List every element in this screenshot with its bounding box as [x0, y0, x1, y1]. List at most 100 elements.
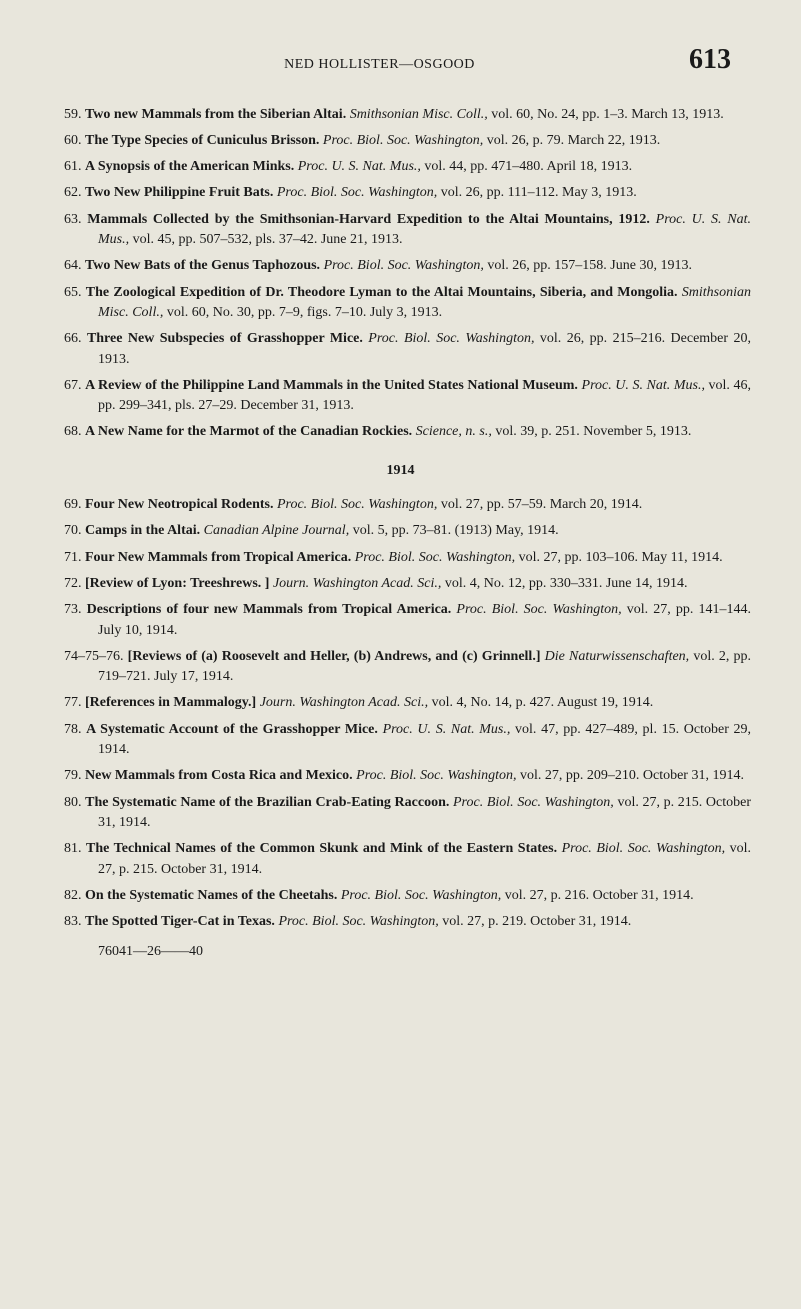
bibliography-entry: 71. Four New Mammals from Tropical Ameri…: [50, 548, 751, 568]
bibliography-entry: 77. [References in Mammalogy.] Journ. Wa…: [50, 693, 751, 713]
entry-title: [Review of Lyon: Treeshrews. ]: [85, 576, 269, 591]
entry-number: 70.: [64, 523, 85, 538]
entry-title: On the Systematic Names of the Cheetahs.: [85, 888, 337, 903]
bibliography-entry: 68. A New Name for the Marmot of the Can…: [50, 422, 751, 442]
entry-number: 68.: [64, 424, 85, 439]
bibliography-entry: 64. Two New Bats of the Genus Taphozous.…: [50, 256, 751, 276]
bibliography-entry: 73. Descriptions of four new Mammals fro…: [50, 600, 751, 641]
bibliography-entry: 66. Three New Subspecies of Grasshopper …: [50, 329, 751, 370]
bibliography-entries-after: 69. Four New Neotropical Rodents. Proc. …: [50, 495, 751, 932]
entry-publication: Proc. Biol. Soc. Washington,: [449, 795, 613, 810]
entry-details: vol. 5, pp. 73–81. (1913) May, 1914.: [349, 523, 558, 538]
entry-title: A Synopsis of the American Minks.: [85, 159, 294, 174]
entry-title: Three New Subspecies of Grasshopper Mice…: [87, 331, 363, 346]
bibliography-entry: 63. Mammals Collected by the Smithsonian…: [50, 210, 751, 251]
entry-number: 74–75–76.: [64, 649, 128, 664]
entry-number: 82.: [64, 888, 85, 903]
entry-number: 67.: [64, 378, 85, 393]
entry-publication: Proc. Biol. Soc. Washington,: [273, 185, 437, 200]
bibliography-entry: 60. The Type Species of Cuniculus Brisso…: [50, 131, 751, 151]
page-header: NED HOLLISTER—OSGOOD 613: [50, 40, 751, 81]
entry-details: vol. 44, pp. 471–480. April 18, 1913.: [421, 159, 632, 174]
entry-title: A New Name for the Marmot of the Canadia…: [85, 424, 412, 439]
entry-details: vol. 26, pp. 157–158. June 30, 1913.: [484, 258, 692, 273]
bibliography-entry: 62. Two New Philippine Fruit Bats. Proc.…: [50, 183, 751, 203]
entry-title: Four New Neotropical Rodents.: [85, 497, 273, 512]
entry-title: A Review of the Philippine Land Mammals …: [85, 378, 578, 393]
entry-title: [Reviews of (a) Roosevelt and Heller, (b…: [128, 649, 541, 664]
entry-title: Four New Mammals from Tropical America.: [85, 550, 351, 565]
entry-number: 59.: [64, 107, 85, 122]
year-divider: 1914: [50, 461, 751, 481]
entry-number: 83.: [64, 914, 85, 929]
entry-title: Two new Mammals from the Siberian Altai.: [85, 107, 346, 122]
header-title: NED HOLLISTER—OSGOOD: [284, 55, 475, 75]
entry-details: vol. 27, pp. 209–210. October 31, 1914.: [516, 768, 743, 783]
bibliography-entry: 74–75–76. [Reviews of (a) Roosevelt and …: [50, 647, 751, 688]
entry-number: 61.: [64, 159, 85, 174]
entry-number: 79.: [64, 768, 85, 783]
entry-details: vol. 27, pp. 57–59. March 20, 1914.: [437, 497, 642, 512]
entry-publication: Science, n. s.,: [412, 424, 492, 439]
entry-title: Mammals Collected by the Smithsonian-Har…: [87, 212, 650, 227]
entry-title: A Systematic Account of the Grasshopper …: [86, 722, 378, 737]
entry-title: Two New Bats of the Genus Taphozous.: [85, 258, 320, 273]
entry-title: The Type Species of Cuniculus Brisson.: [85, 133, 319, 148]
entry-publication: Journ. Washington Acad. Sci.,: [269, 576, 441, 591]
entry-number: 64.: [64, 258, 85, 273]
entry-number: 60.: [64, 133, 85, 148]
bibliography-entries-before: 59. Two new Mammals from the Siberian Al…: [50, 105, 751, 443]
entry-publication: Smithsonian Misc. Coll.,: [346, 107, 488, 122]
entry-publication: Proc. Biol. Soc. Washington,: [451, 602, 621, 617]
bibliography-entry: 81. The Technical Names of the Common Sk…: [50, 839, 751, 880]
entry-publication: Proc. Biol. Soc. Washington,: [319, 133, 483, 148]
entry-number: 65.: [64, 285, 86, 300]
entry-publication: Canadian Alpine Journal,: [200, 523, 349, 538]
entry-title: The Zoological Expedition of Dr. Theodor…: [86, 285, 678, 300]
entry-title: The Spotted Tiger-Cat in Texas.: [85, 914, 275, 929]
entry-publication: Proc. Biol. Soc. Washington,: [353, 768, 517, 783]
entry-details: vol. 26, p. 79. March 22, 1913.: [483, 133, 660, 148]
entry-number: 81.: [64, 841, 86, 856]
entry-details: vol. 27, p. 219. October 31, 1914.: [439, 914, 631, 929]
entry-publication: Proc. Biol. Soc. Washington,: [363, 331, 535, 346]
entry-publication: Proc. Biol. Soc. Washington,: [275, 914, 439, 929]
entry-number: 66.: [64, 331, 87, 346]
bibliography-entry: 59. Two new Mammals from the Siberian Al…: [50, 105, 751, 125]
entry-details: vol. 45, pp. 507–532, pls. 37–42. June 2…: [129, 232, 402, 247]
bibliography-entry: 70. Camps in the Altai. Canadian Alpine …: [50, 521, 751, 541]
bibliography-entry: 61. A Synopsis of the American Minks. Pr…: [50, 157, 751, 177]
entry-details: vol. 60, No. 24, pp. 1–3. March 13, 1913…: [488, 107, 724, 122]
entry-title: [References in Mammalogy.]: [85, 695, 256, 710]
entry-publication: Die Naturwissenschaften,: [541, 649, 690, 664]
bibliography-entry: 79. New Mammals from Costa Rica and Mexi…: [50, 766, 751, 786]
entry-number: 77.: [64, 695, 85, 710]
entry-details: vol. 27, p. 216. October 31, 1914.: [501, 888, 693, 903]
bibliography-entry: 69. Four New Neotropical Rodents. Proc. …: [50, 495, 751, 515]
entry-publication: Journ. Washington Acad. Sci.,: [256, 695, 428, 710]
bibliography-entry: 83. The Spotted Tiger-Cat in Texas. Proc…: [50, 912, 751, 932]
entry-details: vol. 39, p. 251. November 5, 1913.: [492, 424, 691, 439]
footer-code: 76041—26——40: [50, 942, 751, 962]
entry-title: Descriptions of four new Mammals from Tr…: [87, 602, 452, 617]
entry-number: 63.: [64, 212, 87, 227]
entry-details: vol. 60, No. 30, pp. 7–9, figs. 7–10. Ju…: [163, 305, 442, 320]
entry-details: vol. 26, pp. 111–112. May 3, 1913.: [437, 185, 637, 200]
entry-publication: Proc. U. S. Nat. Mus.,: [294, 159, 421, 174]
entry-title: The Systematic Name of the Brazilian Cra…: [85, 795, 449, 810]
bibliography-entry: 82. On the Systematic Names of the Cheet…: [50, 886, 751, 906]
page-number: 613: [689, 40, 731, 81]
entry-details: vol. 27, pp. 103–106. May 11, 1914.: [515, 550, 723, 565]
entry-title: The Technical Names of the Common Skunk …: [86, 841, 557, 856]
entry-publication: Proc. Biol. Soc. Washington,: [351, 550, 515, 565]
entry-publication: Proc. Biol. Soc. Washington,: [337, 888, 501, 903]
entry-publication: Proc. U. S. Nat. Mus.,: [378, 722, 510, 737]
entry-title: New Mammals from Costa Rica and Mexico.: [85, 768, 353, 783]
entry-number: 72.: [64, 576, 85, 591]
entry-number: 78.: [64, 722, 86, 737]
bibliography-entry: 65. The Zoological Expedition of Dr. The…: [50, 283, 751, 324]
entry-publication: Proc. U. S. Nat. Mus.,: [578, 378, 705, 393]
entry-number: 69.: [64, 497, 85, 512]
entry-details: vol. 4, No. 12, pp. 330–331. June 14, 19…: [441, 576, 687, 591]
bibliography-entry: 67. A Review of the Philippine Land Mamm…: [50, 376, 751, 417]
